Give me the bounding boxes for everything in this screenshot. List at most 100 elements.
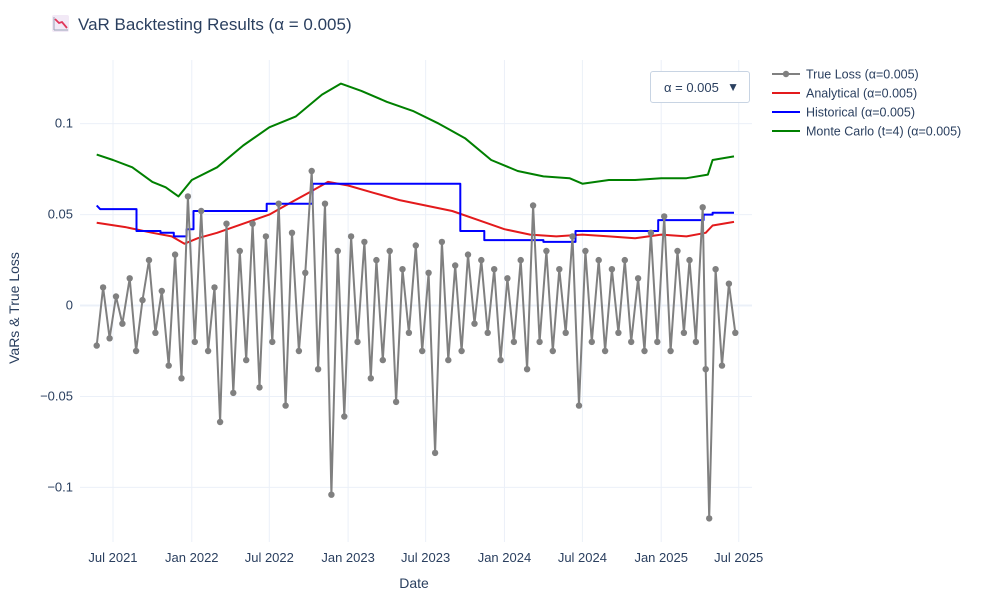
x-tick-label: Jan 2023 [321, 550, 375, 565]
data-point [601, 347, 609, 355]
y-axis-ticks: −0.1 −0.05 0 0.05 0.1 [40, 116, 73, 495]
data-point [419, 347, 426, 355]
data-point [216, 418, 224, 426]
plot-area [93, 82, 739, 522]
x-tick-label: Jul 2021 [88, 550, 137, 565]
data-point [725, 280, 733, 287]
data-point [191, 338, 198, 346]
data-point [223, 220, 230, 227]
data-point [386, 247, 393, 255]
series-monte-carlo-t-4-0-005 [96, 82, 735, 198]
data-point [529, 202, 537, 209]
data-point [139, 296, 146, 304]
data-point [425, 269, 432, 276]
data-point [438, 238, 446, 246]
data-point [399, 266, 406, 273]
data-point [491, 266, 498, 273]
chart-decreasing-icon [52, 15, 69, 32]
legend-item[interactable]: Historical (α=0.005) [772, 106, 915, 120]
chart-title-group: VaR Backtesting Results (α = 0.005) [52, 15, 352, 34]
legend[interactable]: True Loss (α=0.005) Analytical (α=0.005) H… [772, 68, 961, 139]
legend-label: Historical (α=0.005) [806, 106, 915, 120]
data-point [119, 320, 126, 327]
data-point [288, 229, 296, 236]
data-point [341, 413, 348, 420]
data-point [132, 347, 140, 355]
x-tick-label: Jan 2025 [634, 550, 688, 565]
data-point [184, 193, 192, 200]
data-point [621, 256, 628, 264]
legend-label: Analytical (α=0.005) [806, 87, 917, 101]
legend-item[interactable]: True Loss (α=0.005) [772, 68, 919, 82]
series-true-loss-0-005 [93, 167, 739, 522]
data-point [692, 338, 700, 346]
data-point [523, 366, 531, 373]
series-historical-0-005 [95, 182, 734, 243]
data-point [464, 251, 472, 258]
data-point [152, 329, 159, 336]
data-point [243, 356, 250, 364]
data-point [615, 329, 622, 336]
data-point [517, 256, 524, 264]
data-point [165, 362, 172, 369]
y-tick-label: 0.1 [55, 116, 73, 131]
data-point [471, 320, 478, 327]
data-point [575, 402, 583, 409]
data-point [431, 449, 439, 457]
data-point [562, 329, 569, 336]
alpha-dropdown-value: α = 0.005 [664, 79, 719, 95]
x-axis-title: Date [399, 575, 429, 591]
x-tick-label: Jan 2022 [165, 550, 219, 565]
legend-label: Monte Carlo (t=4) (α=0.005) [806, 125, 961, 139]
data-point [680, 329, 688, 336]
data-point [204, 347, 212, 355]
x-tick-label: Jan 2024 [478, 550, 532, 565]
y-tick-label: −0.05 [40, 388, 73, 403]
data-point [543, 247, 550, 255]
alpha-dropdown[interactable]: α = 0.005 ▼ [650, 71, 750, 103]
data-point [654, 338, 661, 346]
legend-item[interactable]: Analytical (α=0.005) [772, 87, 917, 101]
data-point [321, 200, 329, 207]
series-line [95, 170, 737, 520]
data-point [661, 213, 668, 220]
data-point [236, 247, 243, 255]
data-point [569, 233, 576, 240]
data-point [302, 269, 309, 276]
y-axis-title: VaRs & True Loss [6, 252, 22, 364]
data-point [582, 247, 589, 255]
data-point [230, 389, 237, 397]
series-line [95, 182, 734, 243]
data-point [275, 200, 282, 207]
data-point [647, 229, 655, 236]
data-point [367, 375, 374, 382]
data-point [295, 347, 303, 355]
x-tick-label: Jul 2024 [558, 550, 607, 565]
series-line [96, 180, 735, 245]
data-point [314, 366, 322, 373]
data-point [282, 402, 289, 409]
data-point [718, 362, 726, 369]
series-analytical-0-005 [96, 180, 735, 245]
legend-item[interactable]: Monte Carlo (t=4) (α=0.005) [772, 125, 961, 139]
data-point [308, 167, 315, 175]
data-point [211, 284, 218, 291]
data-point [484, 329, 491, 336]
data-point [674, 247, 681, 255]
data-point [269, 338, 276, 346]
data-point [732, 329, 739, 336]
data-point [361, 238, 368, 246]
triangle-down-icon: ▼ [727, 80, 739, 94]
data-point [354, 338, 361, 346]
data-point [699, 204, 706, 211]
data-point [628, 338, 635, 346]
chart-title: VaR Backtesting Results (α = 0.005) [78, 15, 352, 34]
data-point [556, 266, 563, 273]
data-point [198, 207, 205, 215]
data-point [334, 247, 341, 255]
data-point [712, 266, 719, 273]
x-tick-label: Jul 2023 [401, 550, 450, 565]
x-tick-label: Jul 2025 [714, 550, 763, 565]
y-tick-label: −0.1 [47, 479, 73, 494]
